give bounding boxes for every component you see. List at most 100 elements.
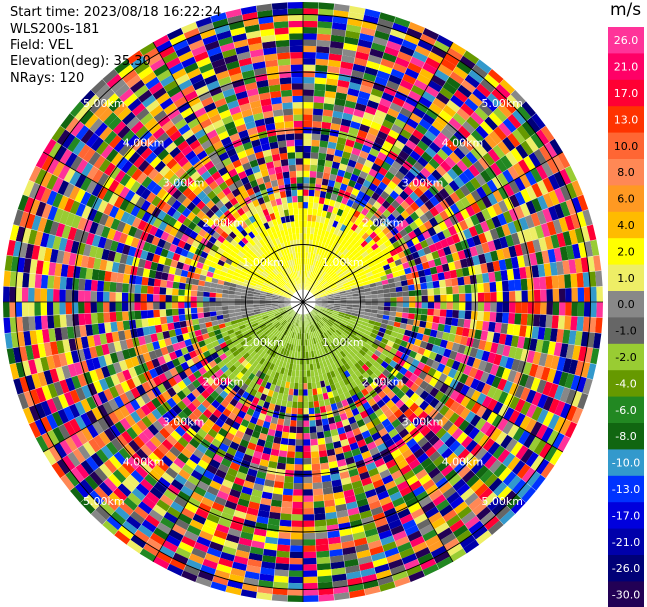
ppi-gate xyxy=(520,348,530,362)
ppi-gate xyxy=(330,428,339,437)
ppi-gate xyxy=(358,561,375,571)
ppi-gate xyxy=(40,416,53,433)
ppi-gate xyxy=(68,252,77,266)
ppi-gate xyxy=(75,463,90,479)
ppi-gate xyxy=(312,394,319,402)
ppi-gate xyxy=(357,129,368,139)
ppi-gate xyxy=(149,435,162,448)
ppi-gate xyxy=(333,331,341,338)
ppi-gate xyxy=(514,191,526,206)
ppi-gate xyxy=(445,358,455,369)
ppi-gate xyxy=(203,302,210,308)
ppi-gate xyxy=(394,536,410,548)
ppi-gate xyxy=(318,287,324,292)
ppi-gate xyxy=(548,383,559,399)
ppi-gate xyxy=(238,465,249,475)
ppi-gate xyxy=(415,295,422,302)
ppi-gate xyxy=(348,265,356,272)
ppi-gate xyxy=(568,259,577,274)
ppi-gate xyxy=(526,240,536,254)
ppi-gate xyxy=(185,442,197,454)
ppi-gate xyxy=(354,370,362,378)
ppi-gate xyxy=(4,332,13,349)
ppi-gate xyxy=(271,261,278,268)
ppi-gate xyxy=(369,381,379,390)
ppi-gate xyxy=(112,120,127,135)
ppi-gate xyxy=(577,392,589,410)
ppi-gate xyxy=(551,275,559,289)
ppi-gate xyxy=(356,244,364,252)
ppi-gate xyxy=(43,138,57,156)
ppi-gate xyxy=(250,319,258,325)
ppi-gate xyxy=(329,173,337,182)
ppi-gate xyxy=(369,364,378,373)
ppi-gate xyxy=(288,388,294,396)
ppi-gate xyxy=(508,245,517,258)
ppi-gate xyxy=(108,411,120,425)
ppi-gate xyxy=(222,239,231,247)
ppi-gate xyxy=(452,309,459,319)
ppi-gate xyxy=(219,243,228,251)
ppi-gate xyxy=(103,291,110,302)
ppi-gate xyxy=(444,469,458,482)
ppi-gate xyxy=(195,508,209,519)
ppi-gate xyxy=(388,558,404,570)
ppi-gate xyxy=(168,243,178,253)
ppi-gate xyxy=(136,172,148,185)
ppi-gate xyxy=(142,352,152,363)
ppi-gate xyxy=(186,325,195,333)
ppi-gate xyxy=(558,371,569,387)
ppi-gate xyxy=(463,319,471,329)
ppi-gate xyxy=(329,281,336,287)
ppi-gate xyxy=(272,295,279,299)
ppi-gate xyxy=(124,402,136,415)
ppi-gate xyxy=(427,367,437,377)
ppi-gate xyxy=(425,274,433,283)
ppi-gate xyxy=(164,257,173,267)
ppi-gate xyxy=(449,134,463,148)
ppi-gate xyxy=(404,370,414,380)
ppi-gate xyxy=(473,430,485,444)
ppi-gate xyxy=(288,289,294,295)
ppi-gate xyxy=(282,286,289,291)
ppi-gate xyxy=(562,230,572,247)
ppi-gate xyxy=(495,158,508,173)
ppi-gate xyxy=(377,364,386,374)
ppi-gate xyxy=(399,274,407,282)
ppi-gate xyxy=(519,324,527,338)
ppi-gate xyxy=(134,293,141,302)
ppi-gate xyxy=(390,297,397,302)
ppi-gate xyxy=(65,289,73,302)
ppi-gate xyxy=(228,364,237,373)
ppi-gate xyxy=(413,338,422,347)
ppi-gate xyxy=(525,185,538,201)
ppi-gate xyxy=(498,333,507,345)
ppi-gate xyxy=(173,373,183,384)
ppi-gate xyxy=(391,418,402,429)
ppi-gate xyxy=(528,226,539,241)
ppi-gate xyxy=(347,360,355,368)
ppi-gate xyxy=(361,144,372,154)
ppi-gate xyxy=(407,412,418,423)
ppi-gate xyxy=(103,477,118,492)
ppi-gate xyxy=(449,269,458,279)
ppi-gate xyxy=(517,255,526,268)
ppi-gate xyxy=(180,248,189,258)
ppi-gate xyxy=(417,248,426,258)
ppi-gate xyxy=(113,251,122,263)
ppi-gate xyxy=(93,257,102,270)
ppi-gate xyxy=(350,173,359,183)
ppi-gate xyxy=(448,350,458,361)
ppi-gate xyxy=(308,326,312,333)
ppi-gate xyxy=(168,529,184,542)
ppi-gate xyxy=(331,28,346,37)
ppi-gate xyxy=(219,484,232,495)
ppi-gate xyxy=(309,286,314,292)
ppi-gate xyxy=(342,279,349,285)
ppi-gate xyxy=(51,125,66,142)
ppi-gate xyxy=(505,357,515,370)
ppi-gate xyxy=(303,470,313,477)
ppi-gate xyxy=(431,273,439,282)
ppi-gate xyxy=(131,168,143,181)
ppi-gate xyxy=(372,361,381,369)
